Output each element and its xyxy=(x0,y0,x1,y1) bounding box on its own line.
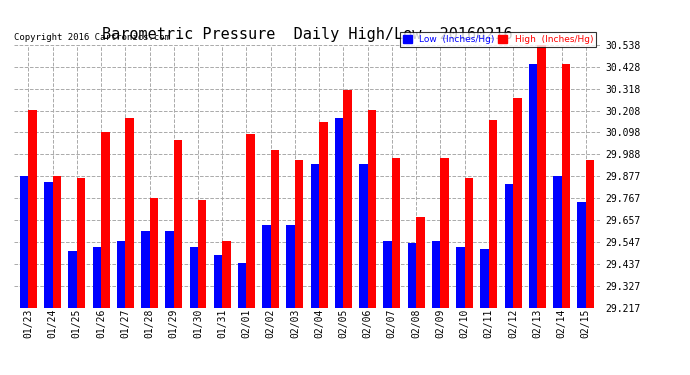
Bar xyxy=(432,242,440,308)
Bar xyxy=(222,242,230,308)
Bar xyxy=(117,242,126,308)
Bar xyxy=(238,263,246,308)
Bar xyxy=(141,231,150,308)
Bar xyxy=(513,98,522,308)
Bar xyxy=(319,122,328,308)
Bar xyxy=(77,178,86,308)
Bar xyxy=(553,176,562,308)
Bar xyxy=(416,217,424,308)
Bar xyxy=(335,118,344,308)
Bar xyxy=(368,110,376,308)
Bar xyxy=(174,140,182,308)
Bar xyxy=(214,255,222,308)
Bar xyxy=(28,110,37,308)
Bar xyxy=(384,242,392,308)
Bar xyxy=(190,247,198,308)
Bar xyxy=(464,178,473,308)
Bar xyxy=(344,90,352,308)
Bar xyxy=(310,164,319,308)
Bar xyxy=(52,176,61,308)
Bar xyxy=(392,158,400,308)
Bar xyxy=(92,247,101,308)
Bar xyxy=(101,132,110,308)
Bar xyxy=(408,243,416,308)
Legend: Low  (Inches/Hg), High  (Inches/Hg): Low (Inches/Hg), High (Inches/Hg) xyxy=(400,33,595,47)
Title: Barometric Pressure  Daily High/Low  20160216: Barometric Pressure Daily High/Low 20160… xyxy=(101,27,513,42)
Bar xyxy=(538,45,546,308)
Bar xyxy=(68,251,77,308)
Bar xyxy=(529,64,538,308)
Bar xyxy=(270,150,279,308)
Bar xyxy=(246,134,255,308)
Bar xyxy=(456,247,464,308)
Text: Copyright 2016 Cartronics.com: Copyright 2016 Cartronics.com xyxy=(14,33,170,42)
Bar xyxy=(150,198,158,308)
Bar xyxy=(440,158,449,308)
Bar xyxy=(586,160,594,308)
Bar xyxy=(578,202,586,308)
Bar xyxy=(20,176,28,308)
Bar xyxy=(504,184,513,308)
Bar xyxy=(480,249,489,308)
Bar xyxy=(295,160,304,308)
Bar xyxy=(166,231,174,308)
Bar xyxy=(489,120,497,308)
Bar xyxy=(562,64,570,308)
Bar xyxy=(262,225,270,308)
Bar xyxy=(286,225,295,308)
Bar xyxy=(126,118,134,308)
Bar xyxy=(359,164,368,308)
Bar xyxy=(44,182,52,308)
Bar xyxy=(198,200,206,308)
